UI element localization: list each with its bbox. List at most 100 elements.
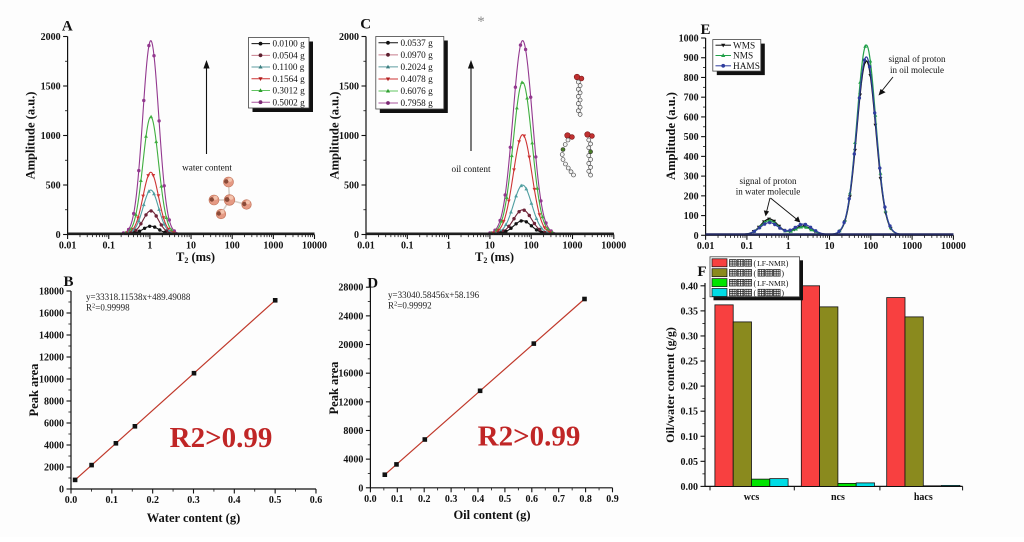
svg-text:y=33318.11538x+489.49088: y=33318.11538x+489.49088 [86,292,191,302]
svg-text:0.5: 0.5 [269,495,282,506]
svg-text:0.0970 g: 0.0970 g [401,50,434,60]
svg-text:800: 800 [684,73,699,84]
svg-text:Amplitude (a.u.): Amplitude (a.u.) [664,92,678,180]
svg-text:0.2: 0.2 [418,494,431,505]
svg-text:0: 0 [354,230,359,241]
svg-text:0.1: 0.1 [391,494,404,505]
svg-text:0.6076 g: 0.6076 g [401,86,434,96]
svg-text:ncs: ncs [831,492,845,503]
svg-text:16000: 16000 [39,309,64,320]
svg-text:0.3012 g: 0.3012 g [273,86,306,96]
svg-text:0.9: 0.9 [606,494,619,505]
svg-text:0.10: 0.10 [681,432,699,443]
svg-text:0.6: 0.6 [310,495,323,506]
svg-text:10: 10 [485,240,495,251]
svg-text:500: 500 [46,181,61,192]
svg-text:0.4: 0.4 [472,494,485,505]
svg-text:(: ( [753,269,756,278]
svg-text:0.1100 g: 0.1100 g [273,62,305,72]
svg-text:WMS: WMS [733,41,755,51]
svg-text:900: 900 [684,53,699,64]
svg-text:1000: 1000 [902,241,922,252]
svg-text:0.8: 0.8 [579,494,592,505]
svg-text:1000: 1000 [263,240,283,251]
svg-text:R2=0.99992: R2=0.99992 [388,301,432,311]
svg-text:28000: 28000 [338,283,363,294]
svg-text:0.40: 0.40 [681,281,699,292]
svg-text:0.1: 0.1 [401,240,414,251]
svg-text:0.01: 0.01 [59,240,77,251]
svg-text:y=33040.58456x+58.196: y=33040.58456x+58.196 [388,290,480,300]
svg-text:1000: 1000 [41,131,61,142]
svg-text:1000: 1000 [679,34,699,45]
svg-text:1000: 1000 [339,131,359,142]
svg-text:100: 100 [863,241,878,252]
svg-text:0.2024 g: 0.2024 g [401,62,434,72]
svg-text:0.0: 0.0 [364,494,377,505]
svg-text:B: B [63,274,73,290]
svg-text:500: 500 [684,132,699,143]
svg-text:2000: 2000 [41,32,61,43]
svg-text:R2=0.99998: R2=0.99998 [86,303,130,313]
svg-text:HAMS: HAMS [733,62,760,72]
svg-text:4000: 4000 [343,455,363,466]
svg-text:0.01: 0.01 [357,240,375,251]
svg-text:(: ( [753,279,756,288]
svg-text:500: 500 [344,181,359,192]
svg-text:200: 200 [684,191,699,202]
svg-text:hacs: hacs [914,492,933,503]
svg-text:0.05: 0.05 [681,457,699,468]
svg-text:100: 100 [684,211,699,222]
svg-text:Peak area: Peak area [327,361,341,415]
svg-text:0.7958 g: 0.7958 g [401,98,434,108]
svg-text:0.7: 0.7 [552,494,565,505]
svg-text:0.5: 0.5 [499,494,512,505]
svg-text:10000: 10000 [302,240,327,251]
svg-text:0.5002 g: 0.5002 g [273,97,306,107]
svg-text:): ) [781,269,784,278]
svg-text:10: 10 [825,241,835,252]
svg-text:0.0: 0.0 [65,495,78,506]
svg-text:20000: 20000 [338,340,363,351]
svg-text:18000: 18000 [39,287,64,298]
svg-text:): ) [786,279,789,288]
svg-text:1500: 1500 [339,82,359,93]
svg-text:oil content: oil content [451,164,490,174]
svg-text:*: * [477,14,485,30]
svg-text:10000: 10000 [39,375,64,386]
svg-text:10000: 10000 [601,240,626,251]
svg-text:C: C [360,17,371,33]
svg-text:A: A [62,19,73,35]
svg-text:0.4078 g: 0.4078 g [401,74,434,84]
svg-text:0: 0 [59,485,64,496]
svg-text:1: 1 [446,240,451,251]
svg-text:100: 100 [524,240,539,251]
svg-text:signal of proton: signal of proton [740,176,797,186]
svg-text:10: 10 [186,240,196,251]
svg-text:): ) [781,289,784,298]
svg-text:2000: 2000 [339,32,359,43]
svg-text:F: F [697,264,706,280]
svg-text:0.00: 0.00 [681,482,699,493]
svg-text:in water molecule: in water molecule [736,187,800,197]
svg-text:300: 300 [684,172,699,183]
svg-text:1: 1 [147,240,152,251]
svg-text:0: 0 [694,231,699,242]
svg-text:8000: 8000 [44,397,64,408]
svg-text:16000: 16000 [338,369,363,380]
svg-text:signal of proton: signal of proton [889,54,946,64]
svg-text:LF-NMR: LF-NMR [757,279,787,288]
svg-text:0.1: 0.1 [741,241,754,252]
svg-text:700: 700 [684,93,699,104]
svg-text:0.35: 0.35 [681,306,699,317]
svg-text:0.4: 0.4 [228,495,241,506]
svg-text:wcs: wcs [744,492,760,503]
svg-text:0.1: 0.1 [106,495,119,506]
svg-text:400: 400 [684,152,699,163]
svg-text:0.1564 g: 0.1564 g [273,74,306,84]
svg-text:2000: 2000 [44,463,64,474]
svg-text:(: ( [753,259,756,268]
svg-text:1500: 1500 [41,82,61,93]
svg-text:0.3: 0.3 [187,495,200,506]
svg-text:0: 0 [56,230,61,241]
